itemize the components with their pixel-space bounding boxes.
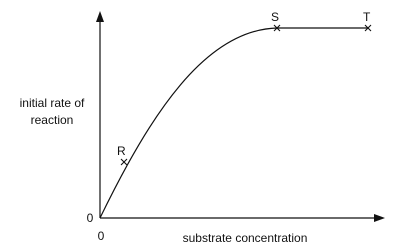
cross-r — [120, 158, 128, 166]
point-label: T — [363, 10, 371, 24]
point-label: R — [117, 144, 126, 158]
point-label: S — [271, 10, 279, 24]
cross-t — [364, 24, 372, 32]
x-origin-label: 0 — [98, 229, 105, 243]
cross-s — [273, 24, 281, 32]
x-axis-arrow — [374, 214, 385, 222]
y-origin-label: 0 — [87, 211, 94, 225]
y-axis-label: initial rate of — [20, 96, 85, 110]
y-axis-arrow — [96, 11, 104, 22]
x-axis-label: substrate concentration — [183, 231, 308, 245]
y-axis-label: reaction — [31, 113, 74, 127]
rate-curve — [99, 27, 368, 219]
